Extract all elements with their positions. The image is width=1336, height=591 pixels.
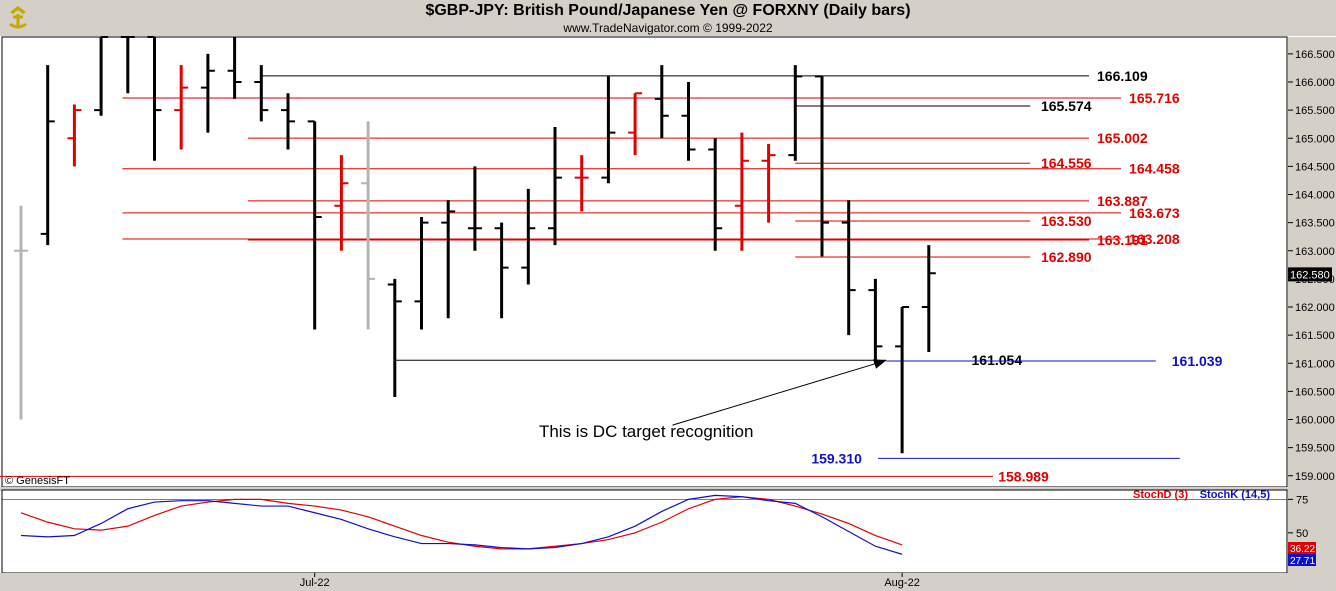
annotation-arrow — [672, 359, 887, 426]
level-label: 165.574 — [1041, 98, 1092, 114]
ohlc-bar — [815, 75, 829, 257]
ohlc-bar — [174, 65, 189, 150]
level-label: 162.890 — [1041, 249, 1092, 265]
price-levels: 166.109 165.716 165.574 165.002 164.556 164.4… — [0, 68, 1223, 484]
level-label: 166.109 — [1097, 68, 1148, 84]
ohlc-bar — [628, 92, 643, 156]
ohlc-bar — [441, 200, 456, 319]
y-tick-label: 160.000 — [1295, 415, 1335, 427]
ohlc-bar — [67, 104, 82, 167]
chart-frame — [0, 36, 1336, 591]
chart-title: $GBP-JPY: British Pound/Japanese Yen @ F… — [425, 2, 911, 19]
stoch-last-box — [1288, 542, 1316, 554]
level-label: 158.989 — [998, 468, 1049, 484]
y-tick-label: 163.000 — [1295, 246, 1335, 258]
stoch-tick-label: 50 — [1296, 528, 1308, 540]
ohlc-bar — [788, 65, 803, 161]
stoch-last-box — [1288, 554, 1316, 566]
level-label: 161.039 — [1172, 353, 1223, 369]
ohlc-bar — [681, 82, 696, 161]
ohlc-bar — [40, 65, 55, 246]
date-axis-strip — [0, 573, 1336, 591]
y-tick-label: 166.000 — [1295, 77, 1335, 89]
ohlc-bar — [548, 127, 562, 246]
price-panel-border — [1, 36, 1288, 488]
ohlc-bar — [494, 222, 509, 319]
y-tick-label: 160.500 — [1295, 386, 1335, 398]
x-tick-label: Aug-22 — [884, 577, 919, 589]
ohlc-bar — [574, 155, 589, 212]
ohlc-bar — [200, 53, 215, 133]
y-tick-label: 166.500 — [1295, 49, 1335, 61]
y-tick-label: 163.500 — [1295, 218, 1335, 230]
ohlc-bar — [281, 93, 295, 150]
ohlc-bars — [14, 36, 936, 454]
ohlc-bar — [734, 132, 749, 251]
title-bar — [0, 0, 1336, 36]
ohlc-bar — [841, 200, 856, 336]
ohlc-bar — [361, 121, 376, 330]
value-axis-strip — [1288, 37, 1336, 573]
ohlc-bar — [761, 143, 776, 223]
y-tick-label: 162.000 — [1295, 302, 1335, 314]
y-tick-label: 159.500 — [1295, 443, 1335, 455]
y-tick-label: 161.500 — [1295, 330, 1335, 342]
ohlc-bar — [868, 278, 883, 364]
ohlc-bar — [414, 217, 429, 330]
y-tick-label: 159.000 — [1295, 471, 1335, 483]
ohlc-bar — [334, 155, 349, 251]
y-tick-label: 165.000 — [1295, 133, 1335, 145]
level-label: 163.887 — [1097, 193, 1148, 209]
ohlc-bar — [921, 245, 936, 352]
ohlc-bar — [708, 138, 723, 251]
panel-divider — [0, 487, 1336, 491]
annotation: This is DC target recognition — [539, 359, 887, 441]
ohlc-bar — [307, 120, 322, 330]
level-label: 163.208 — [1129, 231, 1180, 247]
level-label: 163.673 — [1129, 205, 1180, 221]
level-label: 159.310 — [811, 450, 862, 466]
last-price-label: 162.580 — [1290, 269, 1330, 281]
ohlc-bar — [387, 278, 402, 397]
stoch-legend-label: StochD (3) — [1133, 489, 1188, 501]
stoch-last-label: 27.71 — [1290, 556, 1315, 567]
level-label: 165.716 — [1129, 90, 1180, 106]
level-label: 163.191 — [1097, 232, 1148, 248]
level-label: 163.530 — [1041, 213, 1092, 229]
ohlc-bar — [120, 36, 135, 94]
ohlc-bar — [147, 36, 162, 161]
ohlc-bar — [467, 166, 482, 251]
y-tick-label: 164.500 — [1295, 161, 1335, 173]
copyright-label: © GenesisFT — [5, 475, 70, 487]
price-axis: 166.500 166.000 165.500 165.000 164.500 164.0… — [300, 49, 1335, 589]
ohlc-bar — [254, 65, 269, 122]
annotation-text: This is DC target recognition — [539, 422, 753, 441]
stoch-legend-label: StochK (14,5) — [1200, 489, 1271, 501]
y-tick-label: 164.000 — [1295, 190, 1335, 202]
ohlc-bar — [654, 65, 669, 139]
y-tick-label: 161.000 — [1295, 358, 1335, 370]
ohlc-bar — [521, 188, 536, 285]
annotation-arrowhead — [873, 359, 887, 369]
ohlc-bar — [895, 306, 910, 454]
x-tick-label: Jul-22 — [300, 577, 330, 589]
y-tick-label: 165.500 — [1295, 105, 1335, 117]
level-label: 165.002 — [1097, 130, 1148, 146]
stoch-series-line — [20, 494, 903, 555]
ohlc-bar — [227, 37, 242, 99]
ohlc-bar — [14, 205, 28, 420]
level-label: 161.054 — [972, 352, 1023, 368]
stoch-last-label: 36.22 — [1290, 544, 1315, 555]
ohlc-bar — [601, 76, 616, 184]
chart-subtitle: www.TradeNavigator.com © 1999-2022 — [563, 21, 773, 35]
last-price-box — [1288, 267, 1332, 282]
level-label: 164.458 — [1129, 161, 1180, 177]
ohlc-bar — [94, 36, 109, 116]
stoch-tick-label: 75 — [1296, 494, 1308, 506]
stoch-panel-border — [1, 489, 1288, 574]
genesis-logo-icon — [9, 6, 27, 29]
level-label: 164.556 — [1041, 155, 1092, 171]
